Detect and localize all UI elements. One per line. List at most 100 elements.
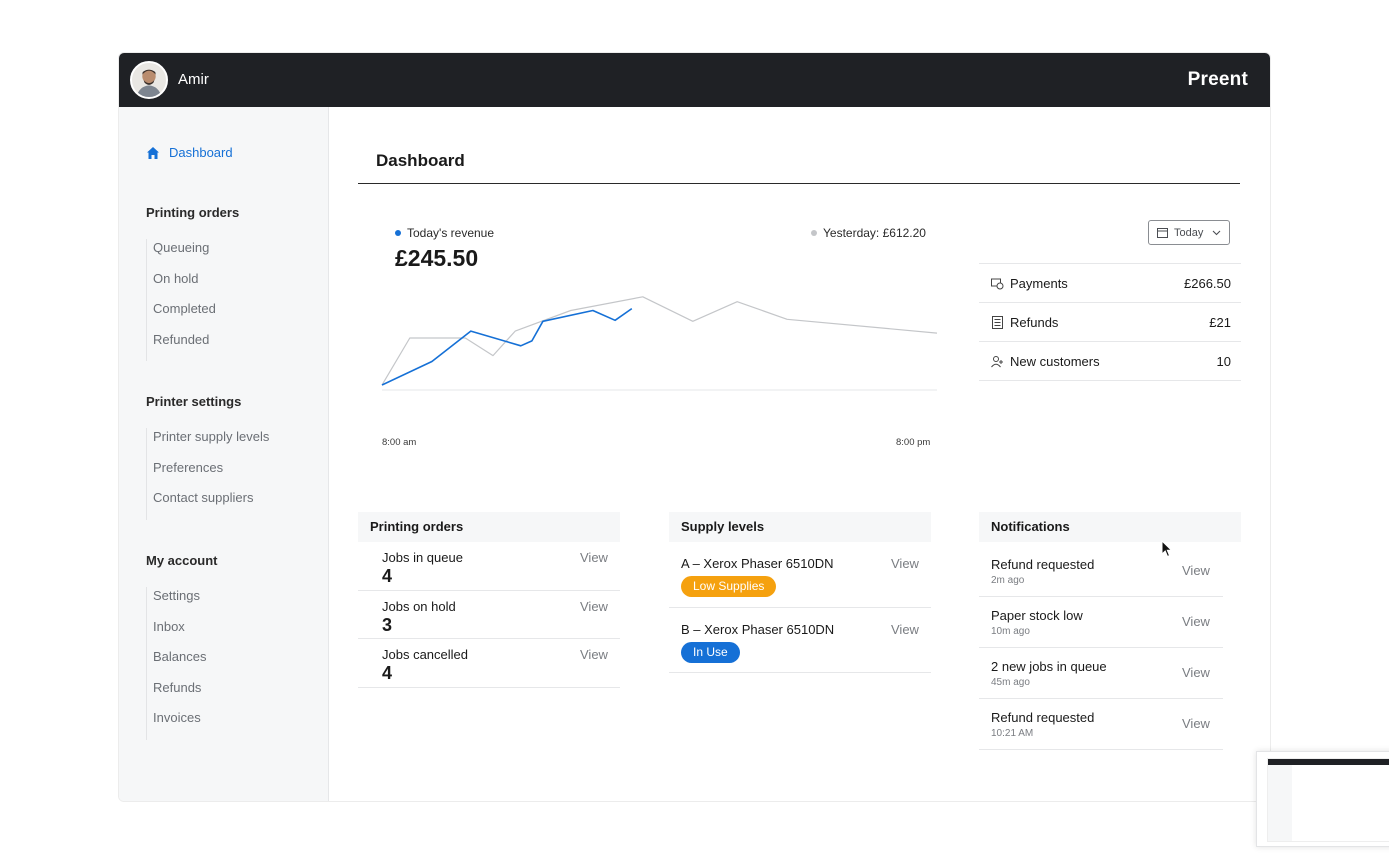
stat-row-refunds[interactable]: Refunds £21 [979,303,1241,342]
username: Amir [178,71,209,88]
row-value: 3 [382,614,393,635]
notification-time: 45m ago [991,677,1030,688]
stat-label: Refunds [1010,314,1059,330]
screenshot-thumbnail[interactable] [1256,751,1389,847]
notification-time: 10m ago [991,626,1030,637]
brand-logo[interactable]: Preent [1187,69,1248,90]
row-label: Jobs on hold [382,598,456,614]
sidebar-item-preferences[interactable]: Preferences [153,459,224,475]
legend-yesterday: Yesterday: £612.20 [811,226,926,240]
stat-row-new-customers[interactable]: New customers 10 [979,342,1241,381]
sidebar: Dashboard Printing orders Queueing On ho… [119,107,329,801]
page-title: Dashboard [376,151,465,170]
sidebar-group-my-account: My account Settings Inbox Balances Refun… [146,553,218,740]
sidebar-group-printing-orders: Printing orders Queueing On hold Complet… [146,205,239,361]
legend-dot-icon [395,230,401,236]
title-divider [358,183,1240,184]
calendar-icon [1157,228,1168,238]
view-link[interactable]: View [1182,716,1210,731]
view-link[interactable]: View [1182,563,1210,578]
sidebar-item-on-hold[interactable]: On hold [153,270,199,286]
main-content: Dashboard Today's revenue Yesterday: £61… [329,107,1270,801]
table-row: Jobs cancelled 4 View [358,639,620,688]
table-row: Jobs on hold 3 View [358,591,620,639]
view-link[interactable]: View [580,598,608,614]
notifications-card: Notifications Refund requested 2m ago Vi… [979,512,1241,750]
notification-time: 2m ago [991,575,1025,586]
list-item: Paper stock low 10m ago View [979,597,1223,648]
row-label: Jobs in queue [382,550,463,565]
list-item: Refund requested 2m ago View [979,546,1223,597]
home-icon [147,146,159,159]
view-link[interactable]: View [580,647,608,662]
legend-dot-icon [811,230,817,236]
card-title: Supply levels [669,512,931,542]
sidebar-item-refunds[interactable]: Refunds [153,679,202,695]
sidebar-group-title: My account [146,553,218,568]
mouse-cursor-icon [1161,540,1173,558]
add-user-icon [991,355,1003,367]
date-filter-label: Today [1174,226,1204,239]
avatar[interactable] [130,61,168,99]
view-link[interactable]: View [1182,665,1210,680]
notification-title: Refund requested [991,710,1095,725]
view-link[interactable]: View [580,550,608,565]
revenue-value: £245.50 [395,245,479,271]
sidebar-item-contact-suppliers[interactable]: Contact suppliers [153,490,254,505]
notification-title: Paper stock low [991,608,1083,623]
sidebar-item-queueing[interactable]: Queueing [153,240,210,255]
notification-title: Refund requested [991,557,1095,572]
stat-row-payments[interactable]: Payments £266.50 [979,264,1241,303]
list-item: 2 new jobs in queue 45m ago View [979,648,1223,699]
thumbnail-sidebar [1268,765,1292,841]
view-link[interactable]: View [1182,614,1210,629]
sidebar-item-invoices[interactable]: Invoices [153,710,201,725]
legend-today-label: Today's revenue [407,226,495,240]
printer-name: A – Xerox Phaser 6510DN [681,556,834,571]
card-title: Printing orders [358,512,620,542]
printing-orders-card: Printing orders Jobs in queue 4 View Job… [358,512,620,688]
series-line-yesterday [381,296,938,386]
stat-value: £21 [1209,314,1231,330]
table-row: A – Xerox Phaser 6510DN View Low Supplie… [669,542,931,608]
row-value: 4 [382,663,393,683]
tick-label-start: 8:00 am [382,437,417,448]
view-link[interactable]: View [891,556,919,571]
table-row: Jobs in queue 4 View [358,542,620,591]
sidebar-item-inbox[interactable]: Inbox [153,618,185,634]
thumbnail-preview [1267,758,1389,842]
notification-time: 10:21 AM [991,728,1034,739]
sidebar-item-settings[interactable]: Settings [153,588,200,603]
stat-value: £266.50 [1184,275,1231,291]
stat-label: New customers [1010,353,1100,369]
row-value: 4 [382,566,393,586]
sidebar-group-printer-settings: Printer settings Printer supply levels P… [146,394,269,520]
card-title: Notifications [979,512,1241,542]
printer-name: B – Xerox Phaser 6510DN [681,621,835,637]
app-window: Amir Preent Dashboard Printing orders Qu… [118,52,1271,802]
series-line-today [381,307,633,386]
view-link[interactable]: View [891,621,919,637]
table-row: B – Xerox Phaser 6510DN View In Use [669,608,931,673]
stat-label: Payments [1010,275,1068,291]
list-item: Refund requested 10:21 AM View [979,699,1223,750]
row-label: Jobs cancelled [382,647,468,662]
supply-levels-card: Supply levels A – Xerox Phaser 6510DN Vi… [669,512,931,673]
thumbnail-topbar [1268,759,1389,765]
sidebar-group-title: Printing orders [146,205,240,220]
sidebar-item-dashboard[interactable]: Dashboard [146,145,233,160]
status-badge: Low Supplies [681,576,777,597]
status-badge: In Use [681,641,740,663]
sidebar-item-completed[interactable]: Completed [153,301,216,316]
stats-list: Payments £266.50 Refunds £21 [979,263,1241,381]
sidebar-item-printer-supply-levels[interactable]: Printer supply levels [153,429,270,444]
user-avatar-icon [132,63,166,97]
sidebar-item-label: Dashboard [169,145,233,160]
stat-value: 10 [1216,353,1231,369]
sidebar-item-refunded[interactable]: Refunded [153,331,210,347]
legend-today: Today's revenue [395,226,494,240]
payment-icon [991,278,1004,289]
sidebar-item-balances[interactable]: Balances [153,649,207,664]
legend-yesterday-label: Yesterday: £612.20 [823,226,926,240]
date-filter-dropdown[interactable]: Today [1148,220,1230,245]
